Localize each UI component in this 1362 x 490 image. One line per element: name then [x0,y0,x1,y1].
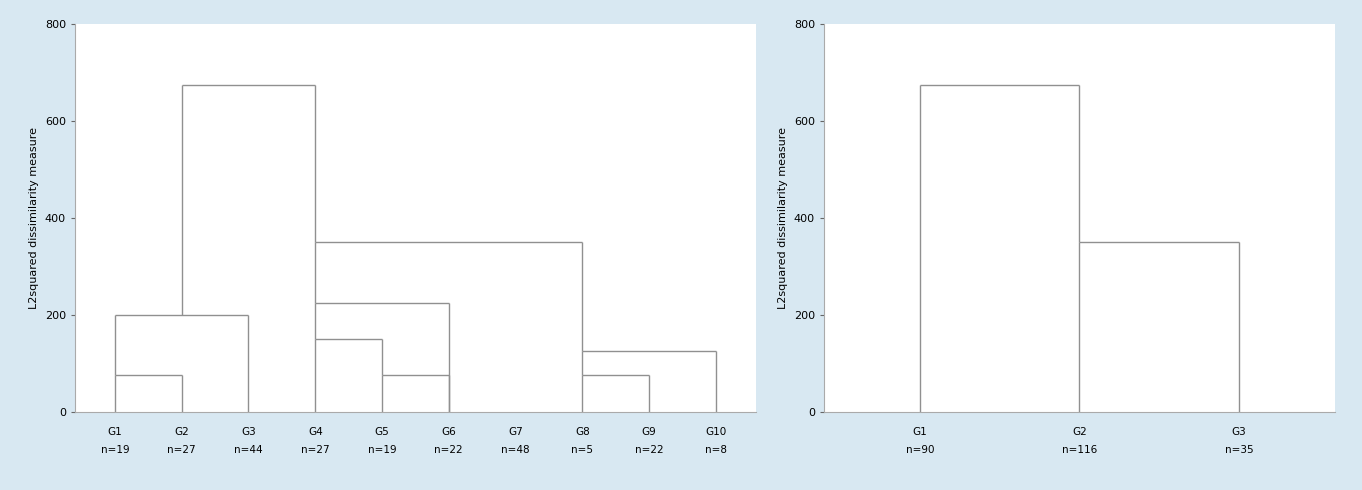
Text: G9: G9 [642,427,656,437]
Text: n=27: n=27 [168,444,196,455]
Text: G10: G10 [706,427,726,437]
Text: G5: G5 [375,427,390,437]
Text: G4: G4 [308,427,323,437]
Text: n=19: n=19 [368,444,396,455]
Y-axis label: L2squared dissimilarity measure: L2squared dissimilarity measure [778,127,789,309]
Text: n=5: n=5 [571,444,594,455]
Text: n=22: n=22 [635,444,663,455]
Text: G2: G2 [174,427,189,437]
Text: G7: G7 [508,427,523,437]
Text: n=8: n=8 [706,444,727,455]
Text: G1: G1 [913,427,928,437]
Text: G3: G3 [1231,427,1246,437]
Y-axis label: L2squared dissimilarity measure: L2squared dissimilarity measure [29,127,39,309]
Text: G3: G3 [241,427,256,437]
Text: G6: G6 [441,427,456,437]
Text: n=27: n=27 [301,444,330,455]
Text: G2: G2 [1072,427,1087,437]
Text: G1: G1 [108,427,123,437]
Text: n=19: n=19 [101,444,129,455]
Text: n=44: n=44 [234,444,263,455]
Text: n=35: n=35 [1224,444,1253,455]
Text: n=48: n=48 [501,444,530,455]
Text: n=116: n=116 [1062,444,1096,455]
Text: n=22: n=22 [434,444,463,455]
Text: G8: G8 [575,427,590,437]
Text: n=90: n=90 [906,444,934,455]
